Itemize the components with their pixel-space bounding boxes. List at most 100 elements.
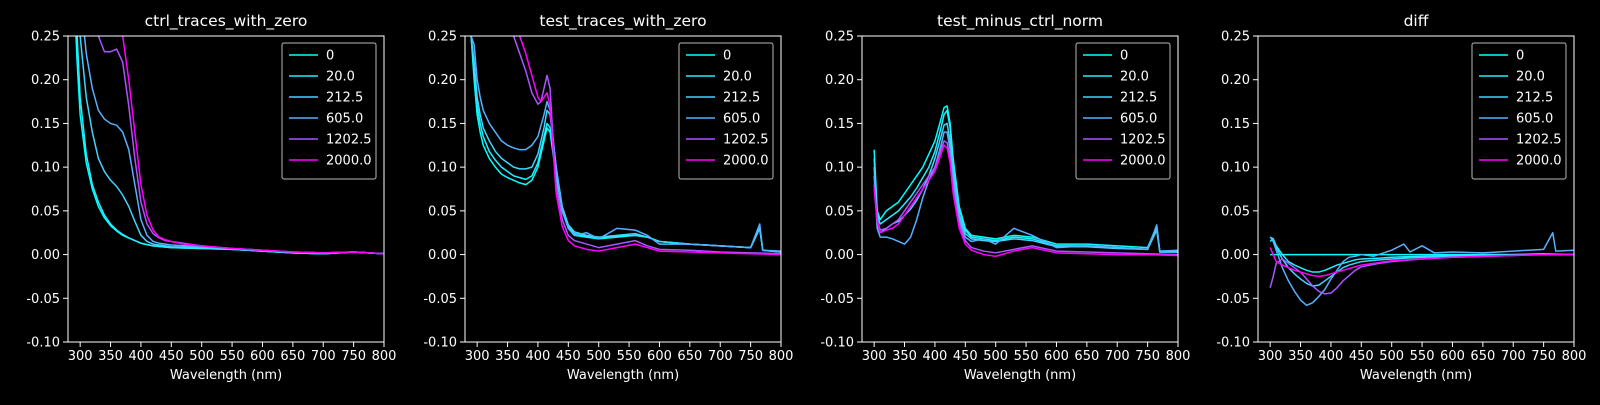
x-tick-label: 400 (526, 349, 551, 364)
x-tick-label: 300 (465, 349, 490, 364)
series-group (470, 36, 781, 256)
legend-label-1202.5: 1202.5 (723, 133, 769, 148)
series-line-605.0 (1269, 231, 1574, 307)
x-tick-label: 400 (1319, 349, 1344, 364)
series-line-605.0 (873, 131, 1178, 252)
x-tick-label: 800 (1562, 349, 1587, 364)
y-tick-label: 0.15 (825, 117, 854, 132)
series-line-1202.5 (1269, 253, 1574, 295)
x-tick-label: 500 (983, 349, 1008, 364)
series-group (75, 36, 384, 255)
y-tick-label: -0.05 (423, 292, 457, 307)
y-tick-label: -0.05 (820, 292, 854, 307)
x-tick-label: 350 (892, 349, 917, 364)
legend-label-2000.0: 2000.0 (326, 154, 372, 169)
chart-title: test_traces_with_zero (539, 12, 706, 31)
x-tick-label: 700 (1105, 349, 1130, 364)
x-tick-label: 550 (220, 349, 245, 364)
series-line-2000.0 (873, 144, 1178, 258)
y-tick-label: -0.05 (26, 292, 60, 307)
x-tick-label: 550 (1410, 349, 1435, 364)
x-tick-label: 350 (495, 349, 520, 364)
x-tick-label: 700 (311, 349, 336, 364)
x-tick-label: 300 (1258, 349, 1283, 364)
y-tick-label: -0.10 (1216, 336, 1250, 351)
x-tick-label: 450 (953, 349, 978, 364)
legend-label-0: 0 (723, 49, 731, 64)
y-tick-label: 0.05 (31, 204, 60, 219)
x-tick-label: 650 (677, 349, 702, 364)
x-tick-label: 750 (341, 349, 366, 364)
x-tick-label: 400 (923, 349, 948, 364)
chart-panel-1: 300 350 400 450 500 550 600 650 700 750 800 -0.10 -0… (26, 12, 396, 383)
x-tick-label: 650 (280, 349, 305, 364)
x-tick-label: 450 (556, 349, 581, 364)
x-tick-label: 500 (586, 349, 611, 364)
x-tick-label: 600 (647, 349, 672, 364)
y-tick-label: 0.25 (428, 30, 457, 45)
y-tick-label: 0.00 (428, 248, 457, 263)
chart-panel-4: 300 350 400 450 500 550 600 650 700 750 800 -0.10 -0… (1216, 12, 1586, 383)
axes-frame (464, 35, 782, 343)
legend: 0 20.0 212.5 605.0 1202.5 2000.0 (281, 42, 377, 180)
y-tick-label: -0.10 (820, 336, 854, 351)
legend-label-212.5: 212.5 (1516, 91, 1553, 106)
x-tick-label: 400 (129, 349, 154, 364)
y-tick-label: 0.25 (1221, 30, 1250, 45)
axes-frame (861, 35, 1179, 343)
y-tick-label: 0.05 (428, 204, 457, 219)
x-tick-label: 800 (1166, 349, 1191, 364)
series-line-212.5 (79, 36, 384, 255)
x-tick-label: 600 (1440, 349, 1465, 364)
series-group (1269, 231, 1574, 307)
axes-frame (67, 35, 385, 343)
legend-label-212.5: 212.5 (1120, 91, 1157, 106)
y-tick-label: 0.10 (825, 161, 854, 176)
chart-panel-2: 300 350 400 450 500 550 600 650 700 750 800 -0.10 -0… (423, 12, 793, 383)
chart-title: test_minus_ctrl_norm (937, 12, 1103, 31)
y-tick-label: 0.00 (825, 248, 854, 263)
legend-label-2000.0: 2000.0 (1120, 154, 1166, 169)
x-tick-label: 350 (98, 349, 123, 364)
legend-label-0: 0 (1516, 49, 1524, 64)
x-tick-label: 350 (1288, 349, 1313, 364)
legend: 0 20.0 212.5 605.0 1202.5 2000.0 (1471, 42, 1567, 180)
y-tick-label: 0.10 (428, 161, 457, 176)
y-tick-label: 0.05 (825, 204, 854, 219)
legend-box (281, 42, 377, 180)
y-tick-label: 0.20 (31, 73, 60, 88)
y-tick-label: -0.05 (1216, 292, 1250, 307)
x-tick-label: 500 (1379, 349, 1404, 364)
legend-label-605.0: 605.0 (1120, 112, 1157, 127)
legend-box (1471, 42, 1567, 180)
legend-box (678, 42, 774, 180)
legend-label-212.5: 212.5 (326, 91, 363, 106)
x-tick-label: 450 (1349, 349, 1374, 364)
y-tick-label: -0.10 (423, 336, 457, 351)
x-tick-label: 700 (708, 349, 733, 364)
series-line-20.0 (1269, 238, 1574, 273)
x-tick-label: 650 (1074, 349, 1099, 364)
y-tick-label: 0.20 (825, 73, 854, 88)
x-tick-label: 550 (1014, 349, 1039, 364)
x-tick-label: 750 (738, 349, 763, 364)
legend-label-20.0: 20.0 (326, 70, 355, 85)
y-tick-label: -0.10 (26, 336, 60, 351)
series-line-1202.5 (873, 140, 1178, 256)
chart-title: ctrl_traces_with_zero (145, 12, 308, 31)
x-tick-label: 700 (1501, 349, 1526, 364)
series-line-212.5 (873, 122, 1178, 253)
series-line-2000.0 (1269, 247, 1574, 278)
legend-label-2000.0: 2000.0 (1516, 154, 1562, 169)
x-tick-label: 300 (862, 349, 887, 364)
y-tick-label: 0.20 (428, 73, 457, 88)
series-line-2000.0 (121, 36, 384, 255)
legend-label-605.0: 605.0 (723, 112, 760, 127)
legend-label-0: 0 (326, 49, 334, 64)
legend-label-20.0: 20.0 (1516, 70, 1545, 85)
legend-label-605.0: 605.0 (326, 112, 363, 127)
legend-box (1075, 42, 1171, 180)
y-tick-label: 0.00 (1221, 248, 1250, 263)
